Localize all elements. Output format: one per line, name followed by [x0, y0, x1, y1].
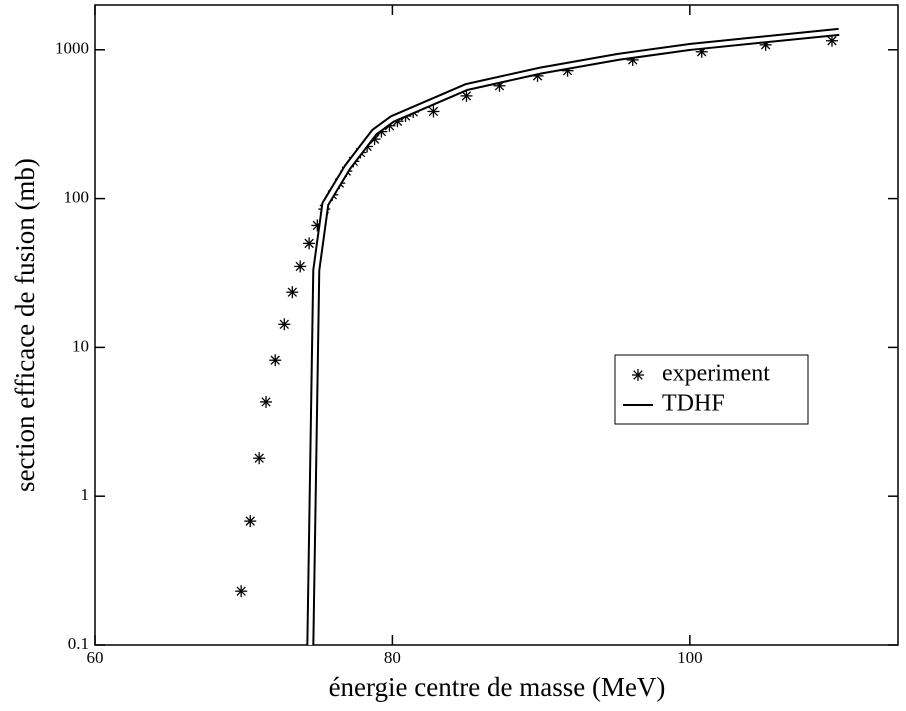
- asterisk-marker: [632, 369, 644, 381]
- asterisk-marker: [269, 354, 282, 367]
- y-tick-label: 10: [72, 336, 89, 355]
- legend-label: TDHF: [662, 391, 725, 417]
- asterisk-marker: [244, 515, 257, 528]
- x-axis-title: énergie centre de masse (MeV): [329, 672, 666, 702]
- asterisk-marker: [253, 452, 266, 465]
- x-tick-label: 60: [87, 648, 104, 667]
- asterisk-marker: [427, 105, 440, 118]
- asterisk-marker: [460, 89, 473, 102]
- plot-frame: [94, 4, 899, 646]
- line-series-inner: [308, 29, 840, 646]
- asterisk-marker: [278, 318, 291, 331]
- y-tick-label: 100: [64, 188, 90, 207]
- asterisk-marker: [235, 585, 248, 598]
- asterisk-marker: [260, 395, 273, 408]
- x-tick-label: 100: [677, 648, 703, 667]
- y-tick-label: 1000: [55, 39, 89, 58]
- asterisk-marker: [303, 237, 316, 250]
- asterisk-marker: [825, 34, 838, 47]
- asterisk-marker: [294, 260, 307, 273]
- asterisk-marker: [286, 286, 299, 299]
- legend-label: experiment: [662, 361, 770, 387]
- y-axis-title: section efficace de fusion (mb): [10, 158, 40, 492]
- y-tick-label: 0.1: [68, 634, 89, 653]
- y-tick-label: 1: [81, 485, 90, 504]
- legend-box: [614, 354, 809, 425]
- line-series: [306, 27, 840, 646]
- x-tick-label: 80: [384, 648, 401, 667]
